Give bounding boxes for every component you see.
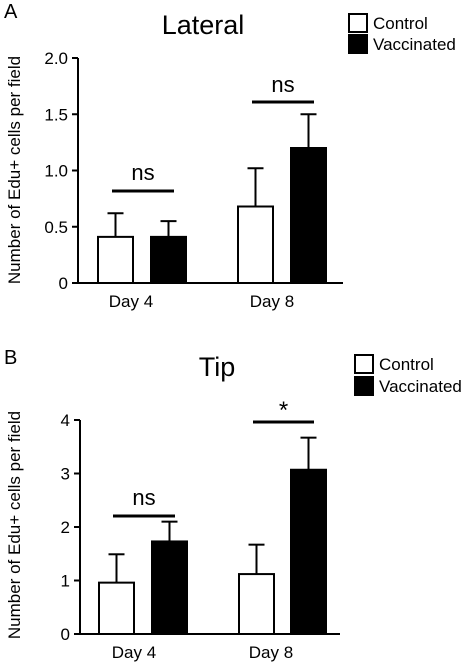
significance-label: ns xyxy=(131,160,154,185)
legend-label-vaccinated: Vaccinated xyxy=(373,35,456,54)
y-axis-label: Number of Edu+ cells per field xyxy=(5,56,24,284)
y-tick-labels: 0 0.5 1.0 1.5 2.0 xyxy=(44,49,68,293)
bar-control-day8 xyxy=(238,573,275,636)
legend-swatch-control xyxy=(354,354,374,374)
significance-label: * xyxy=(279,397,288,424)
y-tick-label: 0.5 xyxy=(44,218,68,237)
x-tick-label-day4: Day 4 xyxy=(109,292,153,311)
y-tick-label: 0 xyxy=(59,274,68,293)
y-tick-label: 0 xyxy=(61,625,70,644)
y-axis xyxy=(74,419,81,635)
y-tick-label: 2.0 xyxy=(44,49,68,68)
y-tick-labels: 0 1 2 3 4 xyxy=(61,411,70,644)
y-tick-label: 3 xyxy=(61,465,70,484)
bar-vaccinated-day8 xyxy=(290,147,327,284)
panel-a: A Lateral Control Vaccinated Number of E… xyxy=(4,1,456,311)
legend-swatch-control xyxy=(348,13,368,33)
significance-label: ns xyxy=(271,72,294,97)
bar-control-day4 xyxy=(97,235,134,284)
y-tick-label: 1.5 xyxy=(44,105,68,124)
y-axis-label: Number of Edu+ cells per field xyxy=(5,411,24,639)
legend-label-control: Control xyxy=(379,355,434,374)
y-tick-label: 1.0 xyxy=(44,162,68,181)
bars xyxy=(98,436,327,636)
y-tick-label: 4 xyxy=(61,411,70,430)
legend-label-vaccinated: Vaccinated xyxy=(379,377,462,396)
bar-vaccinated-day8 xyxy=(290,468,327,635)
x-tick-label-day8: Day 8 xyxy=(250,292,294,311)
legend: Control Vaccinated xyxy=(348,13,456,54)
significance-marks: ns * xyxy=(113,397,314,518)
bar-vaccinated-day4 xyxy=(150,235,187,284)
significance-marks: ns ns xyxy=(112,72,314,193)
x-tick-label-day4: Day 4 xyxy=(112,643,156,662)
legend-swatch-vaccinated xyxy=(354,376,374,396)
x-tick-label-day8: Day 8 xyxy=(249,643,293,662)
y-tick-label: 1 xyxy=(61,572,70,591)
panel-label: B xyxy=(4,347,17,369)
legend: Control Vaccinated xyxy=(354,354,462,396)
bar-control-day4 xyxy=(98,581,135,636)
y-tick-label: 2 xyxy=(61,518,70,537)
significance-label: ns xyxy=(132,485,155,510)
bar-control-day8 xyxy=(237,205,274,284)
chart-title: Tip xyxy=(199,352,236,382)
bars xyxy=(97,113,327,284)
legend-label-control: Control xyxy=(373,14,428,33)
chart-title: Lateral xyxy=(162,10,245,40)
panel-label: A xyxy=(4,1,18,23)
legend-swatch-vaccinated xyxy=(348,34,368,54)
panel-b: B Tip Control Vaccinated Number of Edu+ … xyxy=(4,347,462,662)
bar-vaccinated-day4 xyxy=(151,540,188,636)
y-axis xyxy=(72,57,79,284)
